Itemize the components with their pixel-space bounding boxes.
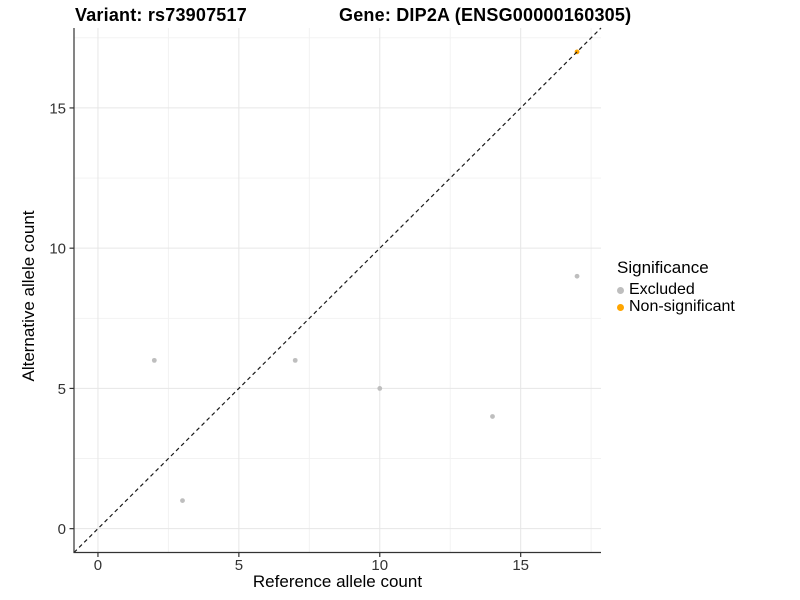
data-point-excluded [490,414,495,419]
y-tick-label: 0 [58,521,66,538]
identity-line [73,27,602,553]
y-tick-label: 10 [49,241,66,258]
legend-item-excluded: Excluded [617,281,735,298]
x-tick-label: 10 [371,557,388,574]
legend-item-label: Non-significant [629,298,735,315]
legend-item-label: Excluded [629,281,695,298]
y-axis-title: Alternative allele count [19,210,38,382]
x-axis-title: Reference allele count [252,572,423,591]
y-tick-label: 5 [58,381,66,398]
plot-title-variant: Variant: rs73907517 [75,5,247,25]
plot-title-gene: Gene: DIP2A (ENSG00000160305) [339,5,632,25]
x-tick-label: 15 [512,557,529,574]
x-tick-label: 0 [94,557,102,574]
data-point-excluded [292,357,298,363]
x-tick-label: 5 [235,557,243,574]
excluded-dot-icon [617,286,624,294]
non-significant-dot-icon [617,303,624,311]
legend-item-non-significant: Non-significant [617,298,735,315]
data-point-excluded [574,273,580,279]
legend-title: Significance [617,258,709,277]
legend: Significance Excluded Non-significant [617,258,735,316]
data-point-excluded [151,357,157,363]
data-point-excluded [180,498,185,504]
data-point-excluded [377,386,383,391]
y-tick-label: 15 [49,100,66,117]
